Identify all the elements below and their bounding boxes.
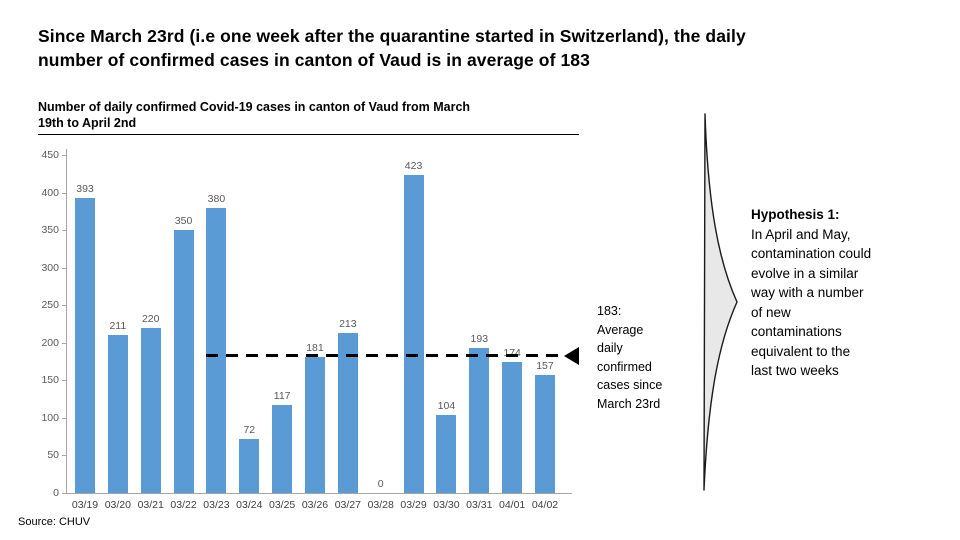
x-axis-label: 04/02: [531, 499, 559, 511]
hypothesis-heading: Hypothesis 1:: [751, 207, 840, 222]
hypothesis-body: In April and May, contamination could ev…: [751, 226, 872, 379]
x-axis: [66, 493, 572, 494]
x-axis-label: 03/29: [400, 499, 427, 511]
chart-title: Number of daily confirmed Covid-19 cases…: [38, 99, 579, 135]
bar-value-label: 220: [141, 312, 160, 325]
bar: [75, 197, 95, 493]
x-axis-label: 03/28: [367, 499, 394, 511]
x-axis-label: 03/22: [170, 499, 197, 511]
y-tick-label: 0: [53, 487, 59, 499]
bar-value-label: 393: [76, 182, 94, 195]
bar-value-label: 193: [470, 333, 489, 346]
bar: [140, 327, 161, 493]
bar-chart: 0 50 100 150 200 250 300 350 400 450 393 03/19 211 0…: [41, 149, 579, 511]
y-tick-label: 350: [41, 224, 59, 237]
y-tick-mark: [62, 342, 66, 344]
bar-value-label: 117: [273, 390, 291, 403]
y-tick-mark: [62, 155, 66, 156]
chevron-arrow-shape: [703, 113, 738, 491]
bar: [206, 207, 227, 493]
average-line: [206, 354, 563, 358]
bar-value-label: 0: [377, 478, 384, 490]
y-tick-mark: [62, 493, 66, 494]
bar-value-label: 181: [306, 342, 324, 355]
hypothesis-block: Hypothesis 1: In April and May, contamin…: [751, 205, 951, 381]
y-tick-label: 400: [41, 186, 59, 199]
y-tick-label: 200: [41, 336, 59, 349]
x-axis-label: 03/30: [433, 499, 460, 511]
bar-value-label: 423: [404, 160, 423, 173]
y-tick-label: 150: [41, 374, 59, 387]
x-axis-label: 03/27: [334, 499, 361, 511]
bar-value-label: 380: [207, 192, 226, 205]
y-tick-label: 450: [41, 149, 59, 161]
bar: [436, 414, 457, 493]
x-axis-label: 03/21: [137, 499, 164, 511]
x-axis-label: 03/26: [301, 499, 329, 511]
bar: [502, 362, 523, 493]
y-tick-mark: [62, 230, 66, 232]
x-axis-label: 03/20: [104, 499, 131, 511]
y-tick-label: 100: [41, 411, 59, 424]
y-tick-mark: [62, 305, 66, 307]
y-tick-label: 300: [41, 261, 59, 274]
bar-value-label: 72: [243, 423, 256, 436]
y-axis: [66, 149, 67, 493]
average-line-arrowhead: [564, 346, 579, 365]
average-annotation: 183: Average daily confirmed cases since…: [597, 304, 663, 411]
bar: [173, 230, 194, 493]
bar-value-label: 157: [536, 360, 554, 373]
y-tick-mark: [62, 267, 66, 269]
bar: [272, 405, 293, 493]
bar: [239, 438, 260, 493]
x-axis-label: 04/01: [499, 499, 526, 511]
bar-value-label: 104: [437, 399, 456, 412]
y-tick-mark: [62, 417, 66, 419]
y-tick-mark: [62, 380, 66, 382]
source-note: Source: CHUV: [18, 516, 91, 528]
x-axis-label: 03/23: [203, 499, 230, 511]
slide-title: Since March 23rd (i.e one week after the…: [38, 26, 746, 70]
bar: [107, 334, 128, 493]
x-axis-label: 03/24: [236, 499, 263, 511]
bar-value-label: 213: [339, 318, 357, 330]
y-tick-mark: [62, 192, 66, 194]
x-axis-label: 03/25: [269, 499, 296, 511]
bar: [304, 357, 325, 493]
y-tick-mark: [62, 455, 66, 457]
bar-value-label: 350: [174, 215, 193, 228]
bar: [534, 375, 555, 493]
y-tick-label: 50: [47, 449, 59, 462]
x-axis-label: 03/31: [466, 499, 493, 511]
bar-value-label: 211: [109, 319, 127, 332]
bar: [337, 333, 358, 493]
bar: [469, 348, 490, 493]
bar: [403, 175, 424, 493]
x-axis-label: 03/19: [71, 499, 99, 511]
y-tick-label: 250: [41, 299, 59, 312]
